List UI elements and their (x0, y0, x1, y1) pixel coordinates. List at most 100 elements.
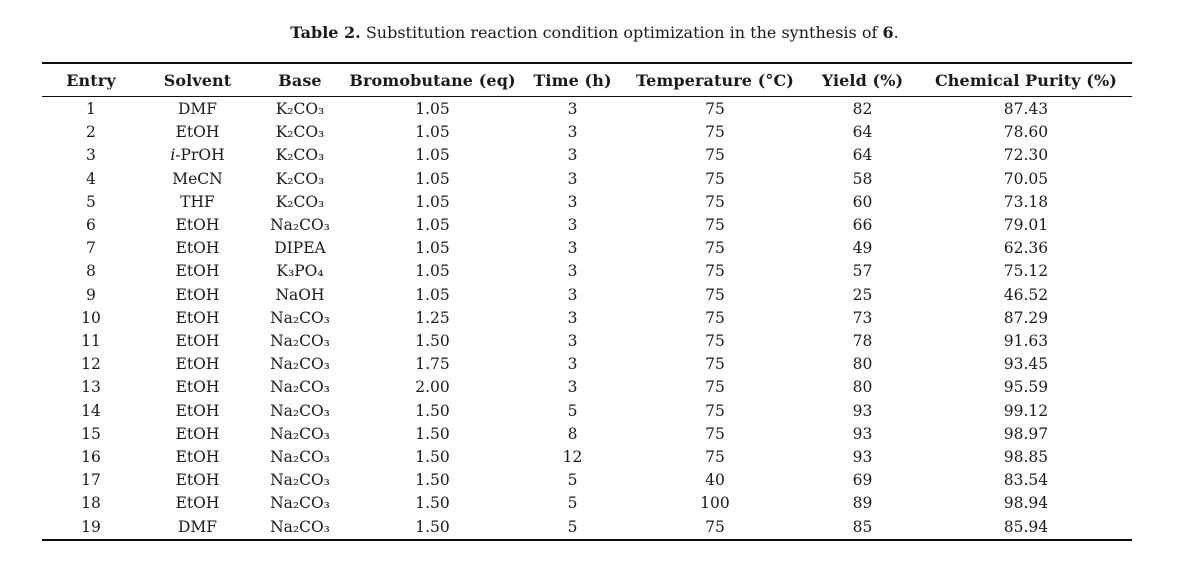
yield-cell: 80 (852, 378, 873, 397)
time-h-cell: 3 (567, 378, 578, 397)
bromobutane-eq-cell: 1.05 (415, 146, 450, 165)
bromobutane-eq-cell: 1.05 (415, 192, 450, 211)
temperature-c-cell: 75 (705, 355, 725, 374)
bromobutane-eq-cell: 2.00 (415, 378, 450, 397)
table-row: 2 EtOH K₂CO₃ 1.05 3 75 64 78.60 (42, 121, 1132, 144)
bromobutane-eq-cell: 1.50 (415, 332, 450, 351)
table-row: 10 EtOH Na₂CO₃ 1.25 3 75 73 87.29 (42, 307, 1132, 330)
solvent-cell: EtOH (175, 448, 220, 467)
table-row: 15 EtOH Na₂CO₃ 1.50 8 75 93 98.97 (42, 423, 1132, 446)
solvent-cell: DMF (177, 517, 217, 536)
table-row: 11 EtOH Na₂CO₃ 1.50 3 75 78 91.63 (42, 330, 1132, 353)
yield-cell: 69 (852, 471, 873, 490)
base-cell: Na₂CO₃ (270, 471, 330, 490)
bromobutane-eq-cell: 1.50 (415, 401, 450, 420)
temperature-c-cell: 75 (705, 378, 725, 397)
base-cell: Na₂CO₃ (270, 494, 330, 513)
temperature-c-cell: 75 (705, 448, 725, 467)
entry-cell: 6 (86, 216, 96, 235)
chemical-purity-cell: 98.85 (1003, 448, 1049, 467)
table-row: 1 DMF K₂CO₃ 1.05 3 75 82 87.43 (42, 97, 1132, 122)
column-header-temperature-c: Temperature (°C) (635, 70, 794, 90)
solvent-cell: THF (180, 192, 215, 211)
yield-cell: 58 (852, 169, 873, 188)
base-cell: K₂CO₃ (275, 146, 325, 165)
time-h-cell: 3 (567, 169, 578, 188)
table-caption-text: Substitution reaction condition optimiza… (360, 23, 883, 42)
solvent-cell: EtOH (175, 471, 220, 490)
base-cell: K₂CO₃ (275, 169, 325, 188)
temperature-c-cell: 75 (705, 332, 725, 351)
entry-cell: 18 (81, 494, 101, 513)
bromobutane-eq-cell: 1.50 (415, 471, 450, 490)
temperature-c-cell: 75 (705, 285, 725, 304)
solvent-cell: EtOH (175, 216, 220, 235)
table-row: 16 EtOH Na₂CO₃ 1.50 12 75 93 98.85 (42, 446, 1132, 469)
yield-cell: 93 (852, 424, 873, 443)
base-cell: Na₂CO₃ (270, 448, 330, 467)
chemical-purity-cell: 87.43 (1003, 100, 1049, 118)
table-caption: Table 2. Substitution reaction condition… (0, 23, 1189, 42)
solvent-cell: EtOH (175, 378, 220, 397)
base-cell: K₃PO₄ (276, 262, 324, 281)
table-row: 7 EtOH DIPEA 1.05 3 75 49 62.36 (42, 237, 1132, 260)
temperature-c-cell: 75 (705, 216, 725, 235)
chemical-purity-cell: 98.94 (1003, 494, 1049, 513)
chemical-purity-cell: 62.36 (1003, 239, 1049, 258)
entry-cell: 4 (86, 169, 96, 188)
time-h-cell: 3 (567, 239, 578, 258)
bromobutane-eq-cell: 1.50 (415, 424, 450, 443)
base-cell: NaOH (275, 285, 325, 304)
temperature-c-cell: 75 (705, 424, 725, 443)
column-header-entry: Entry (66, 70, 116, 90)
temperature-c-cell: 75 (705, 123, 725, 142)
chemical-purity-cell: 95.59 (1003, 378, 1049, 397)
entry-cell: 17 (81, 471, 101, 490)
entry-cell: 1 (86, 100, 96, 118)
table-caption-compound: 6 (882, 23, 894, 42)
bromobutane-eq-cell: 1.05 (415, 285, 450, 304)
yield-cell: 73 (852, 308, 873, 327)
time-h-cell: 5 (567, 517, 578, 536)
chemical-purity-cell: 99.12 (1003, 401, 1049, 420)
bromobutane-eq-cell: 1.05 (415, 239, 450, 258)
column-header-base: Base (278, 70, 322, 90)
temperature-c-cell: 75 (705, 146, 725, 165)
temperature-c-cell: 75 (705, 308, 725, 327)
base-cell: Na₂CO₃ (270, 378, 330, 397)
table-row: 13 EtOH Na₂CO₃ 2.00 3 75 80 95.59 (42, 376, 1132, 399)
table-row: 4 MeCN K₂CO₃ 1.05 3 75 58 70.05 (42, 168, 1132, 191)
temperature-c-cell: 75 (705, 169, 725, 188)
base-cell: DIPEA (274, 239, 326, 258)
yield-cell: 49 (852, 239, 873, 258)
chemical-purity-cell: 70.05 (1003, 169, 1049, 188)
bromobutane-eq-cell: 1.05 (415, 262, 450, 281)
chemical-purity-cell: 87.29 (1003, 308, 1049, 327)
yield-cell: 64 (852, 146, 873, 165)
time-h-cell: 3 (567, 285, 578, 304)
chemical-purity-cell: 73.18 (1003, 192, 1049, 211)
chemical-purity-cell: 91.63 (1003, 332, 1049, 351)
table-row: 18 EtOH Na₂CO₃ 1.50 5 100 89 98.94 (42, 492, 1132, 515)
temperature-c-cell: 75 (705, 239, 725, 258)
temperature-c-cell: 75 (705, 401, 725, 420)
solvent-cell: EtOH (175, 424, 220, 443)
header-row: Entry Solvent Base Bromobutane (eq) Time (h)… (42, 63, 1132, 97)
temperature-c-cell: 40 (705, 471, 725, 490)
yield-cell: 89 (852, 494, 873, 513)
yield-cell: 64 (852, 123, 873, 142)
chemical-purity-cell: 75.12 (1003, 262, 1049, 281)
solvent-cell: EtOH (175, 332, 220, 351)
column-header-solvent: Solvent (163, 70, 232, 90)
yield-cell: 93 (852, 448, 873, 467)
entry-cell: 7 (86, 239, 96, 258)
reaction-optimization-table: Entry Solvent Base Bromobutane (eq) Time (h)… (42, 62, 1132, 541)
chemical-purity-cell: 85.94 (1003, 517, 1049, 536)
column-header-chemical-purity: Chemical Purity (%) (934, 70, 1117, 90)
solvent-cell: EtOH (175, 401, 220, 420)
yield-cell: 93 (852, 401, 873, 420)
results-table: Entry Solvent Base Bromobutane (eq) Time (h)… (42, 62, 1132, 541)
entry-cell: 11 (81, 332, 101, 351)
entry-cell: 13 (81, 378, 101, 397)
